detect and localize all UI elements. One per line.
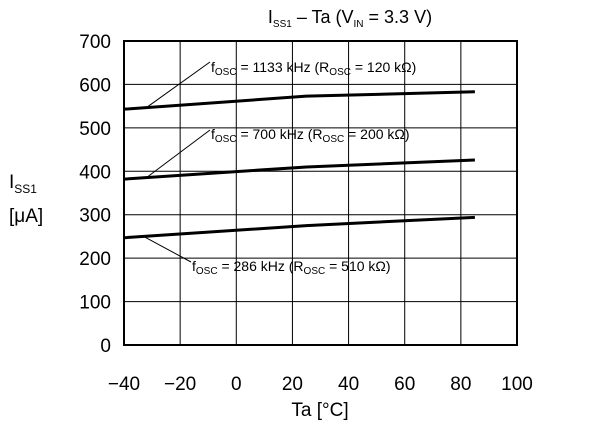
title-rest: – Ta (V — [292, 7, 354, 27]
y-tick-label: 100 — [79, 293, 111, 314]
x-tick-label: 60 — [394, 374, 415, 395]
x-axis-label: Ta [°C] — [291, 400, 348, 421]
series-line-286khz — [123, 215, 475, 240]
y-tick-label: 600 — [79, 75, 111, 96]
title-tail: = 3.3 V) — [364, 7, 433, 27]
x-tick-label: 20 — [282, 374, 303, 395]
x-tick-label: −40 — [108, 374, 140, 395]
leader-line — [146, 61, 211, 108]
series-lines — [123, 90, 475, 240]
y-axis-symbol: ISS1 — [9, 172, 37, 196]
y-tick-labels: 0 100 200 300 400 500 600 700 — [79, 32, 111, 357]
series-line-1133khz — [123, 90, 475, 111]
series-line-700khz — [123, 158, 475, 181]
y-tick-label: 200 — [79, 249, 111, 270]
chart-title: ISS1 – Ta (VIN = 3.3 V) — [268, 7, 432, 30]
title-main-sub: SS1 — [273, 19, 292, 30]
x-tick-label: 80 — [450, 374, 471, 395]
y-tick-label: 400 — [79, 162, 111, 183]
leader-line — [143, 235, 192, 263]
y-tick-label: 700 — [79, 32, 111, 53]
plot-border — [123, 40, 518, 346]
y-tick-label: 0 — [100, 336, 111, 357]
y-tick-label: 300 — [79, 206, 111, 227]
title-main: I — [268, 7, 273, 27]
leader-line — [146, 129, 211, 179]
y-axis-unit: [μA] — [9, 206, 43, 227]
x-tick-label: 100 — [501, 374, 533, 395]
annotation-286khz: fOSC = 286 kHz (ROSC = 510 kΩ) — [192, 258, 391, 277]
x-tick-label: −20 — [164, 374, 196, 395]
grid-lines — [124, 41, 517, 345]
annotation-1133khz: fOSC = 1133 kHz (ROSC = 120 kΩ) — [211, 59, 416, 78]
plot-frame — [123, 40, 518, 346]
x-tick-labels: −40 −20 0 20 40 60 80 100 — [108, 374, 533, 395]
y-tick-label: 500 — [79, 119, 111, 140]
title-rest-sub: IN — [354, 19, 364, 30]
x-tick-label: 0 — [231, 374, 242, 395]
annotation-700khz: fOSC = 700 kHz (ROSC = 200 kΩ) — [211, 126, 410, 145]
annotation-leaders — [143, 61, 211, 263]
x-tick-label: 40 — [338, 374, 359, 395]
